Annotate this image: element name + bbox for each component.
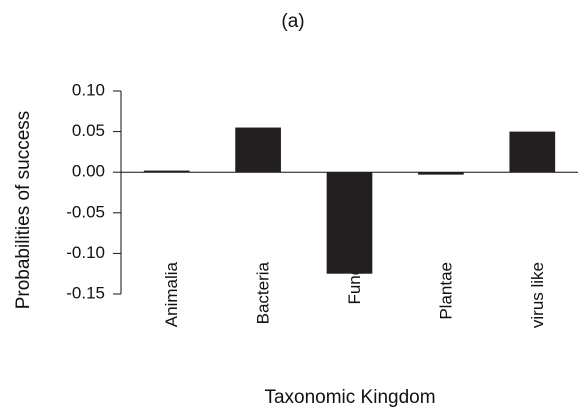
y-tick-label: 0.10: [72, 80, 105, 99]
y-axis-title: Probabilities of success: [13, 111, 34, 310]
chart-title: (a): [281, 11, 304, 32]
x-tick-label: Animalia: [162, 261, 181, 327]
bar: [326, 172, 373, 274]
y-tick-label: -0.10: [66, 243, 105, 262]
y-tick-label: 0.00: [72, 162, 105, 181]
bar: [143, 170, 190, 173]
y-tick-label: 0.05: [72, 121, 105, 140]
x-tick-label: Bacteria: [254, 261, 273, 324]
y-tick-label: -0.05: [66, 202, 105, 221]
x-axis-title: Taxonomic Kingdom: [264, 387, 435, 408]
bar: [509, 131, 556, 173]
x-tick-label: Plantae: [436, 262, 455, 320]
y-tick-label: -0.15: [66, 283, 105, 302]
bar: [235, 127, 281, 173]
x-tick-label: virus like: [528, 262, 547, 328]
bar: [418, 172, 464, 175]
